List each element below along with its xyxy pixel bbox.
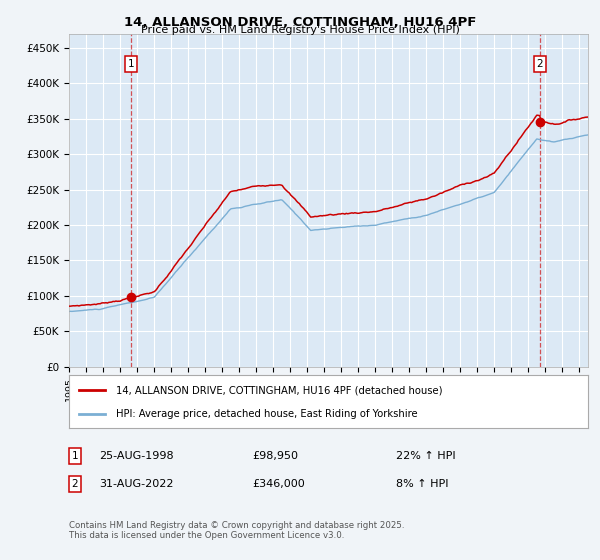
Text: Price paid vs. HM Land Registry's House Price Index (HPI): Price paid vs. HM Land Registry's House … (140, 25, 460, 35)
Text: 1: 1 (71, 451, 79, 461)
Text: 2: 2 (71, 479, 79, 489)
Text: 1: 1 (128, 59, 134, 68)
Text: HPI: Average price, detached house, East Riding of Yorkshire: HPI: Average price, detached house, East… (116, 408, 418, 418)
Text: £346,000: £346,000 (252, 479, 305, 489)
Text: 22% ↑ HPI: 22% ↑ HPI (396, 451, 455, 461)
Text: 14, ALLANSON DRIVE, COTTINGHAM, HU16 4PF: 14, ALLANSON DRIVE, COTTINGHAM, HU16 4PF (124, 16, 476, 29)
Text: 8% ↑ HPI: 8% ↑ HPI (396, 479, 449, 489)
Text: 2: 2 (536, 59, 543, 68)
Text: 14, ALLANSON DRIVE, COTTINGHAM, HU16 4PF (detached house): 14, ALLANSON DRIVE, COTTINGHAM, HU16 4PF… (116, 385, 442, 395)
Text: £98,950: £98,950 (252, 451, 298, 461)
Text: Contains HM Land Registry data © Crown copyright and database right 2025.
This d: Contains HM Land Registry data © Crown c… (69, 521, 404, 540)
Text: 25-AUG-1998: 25-AUG-1998 (99, 451, 173, 461)
Text: 31-AUG-2022: 31-AUG-2022 (99, 479, 173, 489)
